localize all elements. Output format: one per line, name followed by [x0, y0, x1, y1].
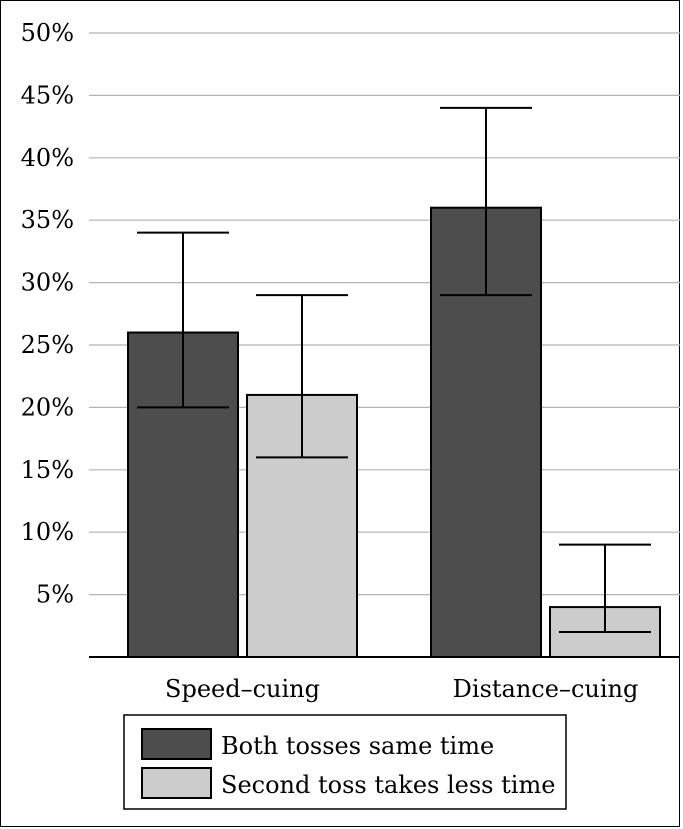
y-tick-label-20: 20% — [21, 393, 74, 421]
y-tick-label-25: 25% — [21, 331, 74, 359]
x-category-label-0: Speed–cuing — [165, 675, 320, 703]
y-tick-label-10: 10% — [21, 518, 74, 546]
y-tick-label-5: 5% — [36, 581, 74, 609]
y-tick-label-35: 35% — [21, 206, 74, 234]
y-tick-label-15: 15% — [21, 456, 74, 484]
x-category-label-1: Distance–cuing — [453, 675, 639, 703]
bars — [127, 206, 661, 659]
y-tick-label-40: 40% — [21, 144, 74, 172]
error-bars — [137, 106, 651, 634]
legend-swatch-both-tosses — [141, 728, 212, 760]
x-axis-categories: Speed–cuing Distance–cuing — [165, 675, 638, 703]
y-tick-label-30: 30% — [21, 269, 74, 297]
y-axis-ticks: 5% 10% 15% 20% 25% 30% 35% 40% 45% 50% — [21, 19, 74, 609]
legend-label-both-tosses: Both tosses same time — [221, 732, 494, 760]
y-tick-label-50: 50% — [21, 19, 74, 47]
legend-label-second-toss: Second toss takes less time — [221, 771, 555, 799]
legend: Both tosses same time Second toss takes … — [123, 714, 567, 810]
legend-swatch-second-toss — [141, 767, 212, 799]
y-tick-label-45: 45% — [21, 81, 74, 109]
